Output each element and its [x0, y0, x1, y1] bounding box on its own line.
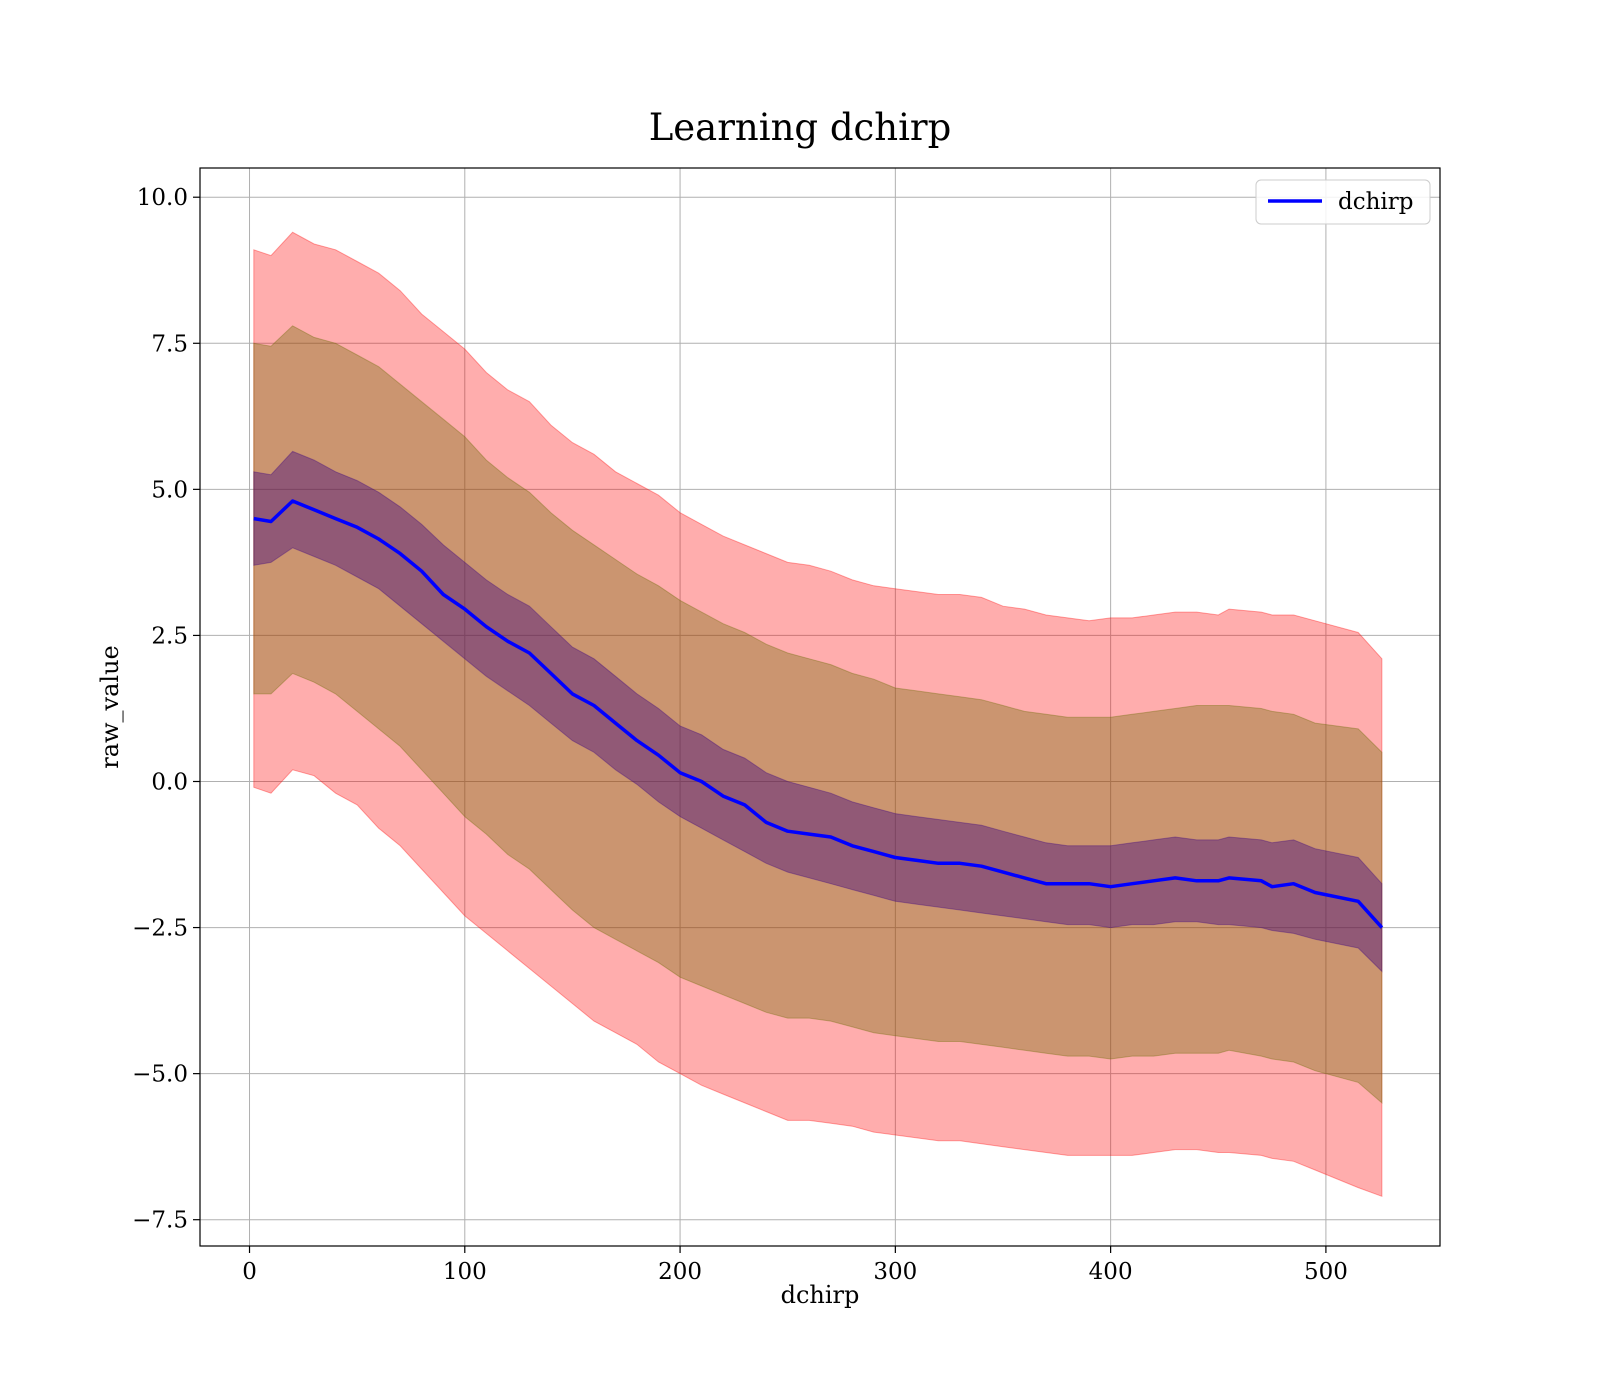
y-tick-label: 7.5 — [151, 331, 188, 357]
y-tick-label: 0.0 — [151, 769, 188, 795]
y-tick-label: 10.0 — [137, 185, 188, 211]
x-tick-label: 400 — [1089, 1259, 1133, 1285]
y-tick-label: −5.0 — [132, 1062, 188, 1088]
band-inner — [253, 450, 1383, 973]
y-axis-ticks: 10.0 7.5 5.0 2.5 0.0 −2.5 −5.0 −7.5 — [132, 185, 200, 1234]
series-group — [253, 499, 1384, 929]
legend-label-dchirp: dchirp — [1338, 189, 1414, 215]
x-tick-label: 0 — [242, 1259, 257, 1285]
x-tick-label: 200 — [658, 1259, 702, 1285]
y-tick-label: −7.5 — [132, 1208, 188, 1234]
y-tick-label: −2.5 — [132, 916, 188, 942]
x-axis-ticks: 0 100 200 300 400 500 — [242, 1246, 1348, 1285]
chart-title: Learning dchirp — [649, 106, 952, 149]
x-axis-label: dchirp — [781, 1281, 860, 1309]
confidence-bands — [253, 231, 1383, 1198]
band-outer — [253, 231, 1383, 1198]
legend: dchirp — [1255, 179, 1431, 225]
grid — [200, 168, 1440, 1246]
x-tick-label: 300 — [873, 1259, 917, 1285]
series-line-dchirp — [253, 499, 1384, 929]
plot-frame — [199, 167, 1441, 1247]
x-tick-label: 100 — [443, 1259, 487, 1285]
x-tick-label: 500 — [1304, 1259, 1348, 1285]
y-tick-label: 5.0 — [151, 477, 188, 503]
band-middle — [253, 325, 1383, 1104]
y-tick-label: 2.5 — [151, 623, 188, 649]
y-axis-label: raw_value — [96, 645, 124, 769]
legend-box — [1255, 179, 1431, 225]
